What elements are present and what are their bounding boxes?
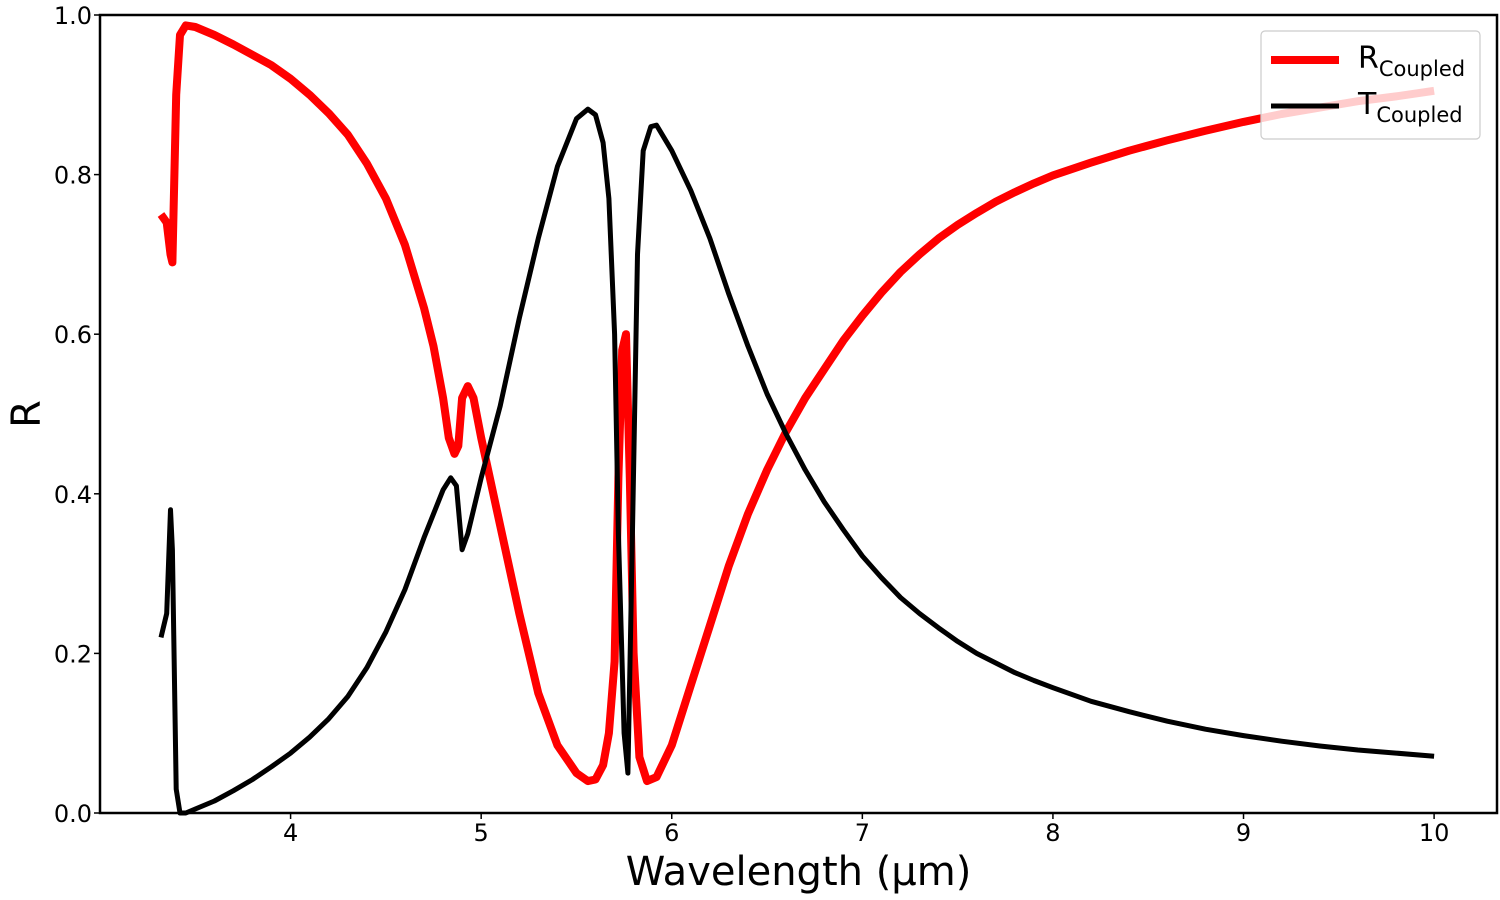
x-axis-label: Wavelength (μm) — [626, 849, 972, 895]
series-line-t-coupled — [158, 106, 1435, 816]
legend-label-r-coupled: RCoupled — [1358, 41, 1465, 81]
y-tick-label: 1.0 — [54, 2, 92, 30]
x-tick-label: 6 — [664, 819, 679, 847]
y-tick-label: 0.0 — [54, 800, 92, 828]
axis-ticks: 4 5 6 7 8 9 10 0.0 0.2 0.4 0.6 0.8 1.0 — [54, 2, 1450, 847]
x-tick-label: 9 — [1236, 819, 1251, 847]
series-line-r-coupled — [157, 21, 1435, 786]
x-tick-label: 4 — [283, 819, 298, 847]
series-layer — [157, 21, 1435, 816]
legend-label-t-coupled: TCoupled — [1357, 87, 1463, 127]
y-tick-label: 0.6 — [54, 321, 92, 349]
x-tick-label: 10 — [1419, 819, 1450, 847]
y-tick-label: 0.2 — [54, 640, 92, 668]
x-tick-label: 7 — [855, 819, 870, 847]
legend-label-t-subscript: Coupled — [1376, 103, 1462, 127]
legend-label-r-main: R — [1358, 41, 1379, 76]
y-axis-label: R — [4, 400, 50, 428]
legend-label-t-main: T — [1357, 87, 1377, 122]
legend-label-r-subscript: Coupled — [1379, 57, 1465, 81]
x-tick-label: 5 — [474, 819, 489, 847]
plot-frame — [98, 13, 1499, 815]
y-tick-label: 0.8 — [54, 162, 92, 190]
legend: RCoupled TCoupled — [1260, 30, 1481, 140]
y-tick-label: 0.4 — [54, 481, 92, 509]
x-tick-label: 8 — [1045, 819, 1060, 847]
